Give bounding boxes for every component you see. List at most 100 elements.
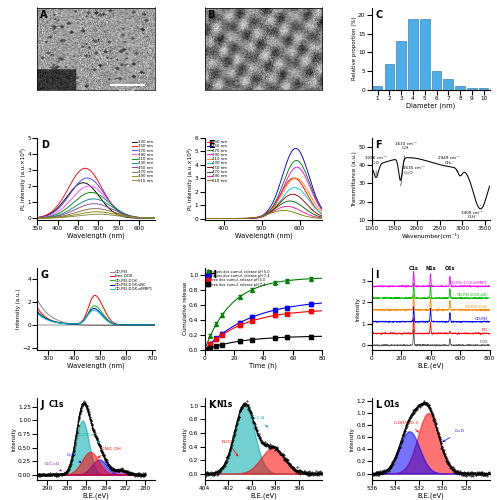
- 370 nm: [134, 214, 140, 220]
- 390 nm: [35, 215, 41, 221]
- 510 nm: [319, 216, 325, 222]
- 490 nm: [272, 208, 278, 214]
- 390 nm: [271, 204, 277, 210]
- 330 nm: [152, 216, 158, 222]
- CD-PEI: [105, 322, 111, 328]
- Bar: [443, 78, 453, 90]
- 330 nm: [301, 186, 307, 192]
- Text: DOX: DOX: [480, 340, 488, 344]
- 490 nm: [309, 213, 315, 219]
- 510 nm: [104, 212, 110, 218]
- Line: 370 nm: 370 nm: [205, 160, 322, 218]
- 410 nm: [104, 198, 110, 204]
- X-axis label: Wavelength (nm): Wavelength (nm): [67, 362, 125, 369]
- Line: CD-PEI: CD-PEI: [37, 300, 155, 326]
- 450 nm: [202, 216, 208, 222]
- Text: N-(C)₃: N-(C)₃: [222, 440, 238, 456]
- CD-PEI-DOX: [91, 303, 97, 309]
- 450 nm: [134, 214, 140, 220]
- Text: C-C/C=C: C-C/C=C: [79, 432, 99, 442]
- Line: CD-PEI-DOX-sNC: CD-PEI-DOX-sNC: [37, 308, 155, 325]
- Y-axis label: Intensity: Intensity: [350, 427, 355, 451]
- 430 nm: [104, 201, 110, 207]
- CD-PEI-DOX-siMRP1: [90, 307, 96, 313]
- Bar: [479, 88, 489, 90]
- 350 nm: [34, 214, 40, 220]
- 370 nm: [104, 195, 110, 201]
- 450 nm: [142, 215, 148, 221]
- free DOX: [131, 322, 137, 328]
- 430 nm: [34, 215, 40, 221]
- 330 nm: [271, 202, 277, 208]
- 410 nm: [105, 198, 111, 204]
- 370 nm: [84, 175, 90, 181]
- Line: 430 nm: 430 nm: [37, 199, 155, 218]
- CD-PEI-DOX: [91, 303, 97, 309]
- Text: N1s: N1s: [216, 400, 233, 409]
- Line: 410 nm: 410 nm: [37, 192, 155, 218]
- X-axis label: B.E.(eV): B.E.(eV): [250, 492, 277, 499]
- 330 nm: [104, 204, 110, 210]
- Text: C1s: C1s: [49, 400, 65, 409]
- 370 nm: [35, 214, 41, 220]
- 470 nm: [35, 215, 41, 221]
- 370 nm: [293, 158, 299, 164]
- 410 nm: [271, 204, 277, 210]
- Line: 450 nm: 450 nm: [37, 204, 155, 218]
- 510 nm: [95, 211, 101, 217]
- Line: CD-PEI-DOX-siMRP1: CD-PEI-DOX-siMRP1: [37, 310, 155, 325]
- 450 nm: [301, 198, 307, 204]
- 430 nm: [301, 191, 307, 197]
- free DOX: [90, 294, 96, 300]
- CD-PEI-DOX-sNC: [91, 306, 97, 312]
- CD-PEI-DOX-sNC: [91, 306, 97, 312]
- Bar: [373, 86, 383, 90]
- X-axis label: Wavelength (nm): Wavelength (nm): [235, 232, 292, 239]
- Y-axis label: Intensity: Intensity: [182, 427, 187, 451]
- Line: CD-PEI-DOX: CD-PEI-DOX: [37, 306, 155, 325]
- 490 nm: [319, 215, 325, 221]
- X-axis label: B.E.(eV): B.E.(eV): [417, 492, 444, 499]
- 390 nm: [107, 199, 113, 205]
- 370 nm: [152, 215, 158, 221]
- 430 nm: [90, 196, 96, 202]
- CD-PEI-DOX-siMRP1: [131, 322, 137, 328]
- 410 nm: [34, 215, 40, 221]
- 390 nm: [319, 208, 325, 214]
- 430 nm: [271, 206, 277, 212]
- CD-PEI: [150, 322, 156, 328]
- 470 nm: [142, 215, 148, 221]
- Text: O1s: O1s: [445, 266, 455, 271]
- Text: CD-PEI: CD-PEI: [475, 316, 488, 320]
- Text: E: E: [208, 140, 215, 150]
- Legend: 330 nm, 350 nm, 370 nm, 390 nm, 410 nm, 430 nm, 450 nm, 470 nm, 490 nm, 510 nm: 330 nm, 350 nm, 370 nm, 390 nm, 410 nm, …: [206, 140, 228, 183]
- 490 nm: [35, 215, 41, 221]
- 350 nm: [272, 196, 278, 202]
- 450 nm: [319, 213, 325, 219]
- Text: K: K: [208, 400, 216, 410]
- free DOX: [98, 300, 104, 306]
- Line: 510 nm: 510 nm: [37, 214, 155, 218]
- 430 nm: [292, 184, 298, 190]
- 490 nm: [284, 204, 290, 210]
- 330 nm: [142, 215, 148, 221]
- X-axis label: Diameter (nm): Diameter (nm): [406, 102, 455, 109]
- 490 nm: [105, 210, 111, 216]
- Text: CD-PEI-DOX-siMRP1: CD-PEI-DOX-siMRP1: [450, 281, 488, 285]
- Text: G: G: [41, 270, 49, 280]
- 470 nm: [272, 206, 278, 212]
- 450 nm: [107, 205, 113, 211]
- Line: 390 nm: 390 nm: [205, 168, 322, 218]
- 390 nm: [202, 216, 208, 222]
- 350 nm: [104, 194, 110, 200]
- Y-axis label: PL intensity (a.u.×10⁴): PL intensity (a.u.×10⁴): [20, 148, 26, 210]
- 510 nm: [34, 215, 40, 221]
- 350 nm: [152, 216, 158, 222]
- Text: 1635 cm⁻¹
C=O: 1635 cm⁻¹ C=O: [404, 166, 425, 175]
- 470 nm: [92, 206, 98, 212]
- Text: C=O: C=O: [443, 430, 465, 442]
- free DOX: [92, 292, 98, 298]
- 410 nm: [293, 175, 299, 181]
- Text: H: H: [208, 270, 216, 280]
- 350 nm: [319, 206, 325, 212]
